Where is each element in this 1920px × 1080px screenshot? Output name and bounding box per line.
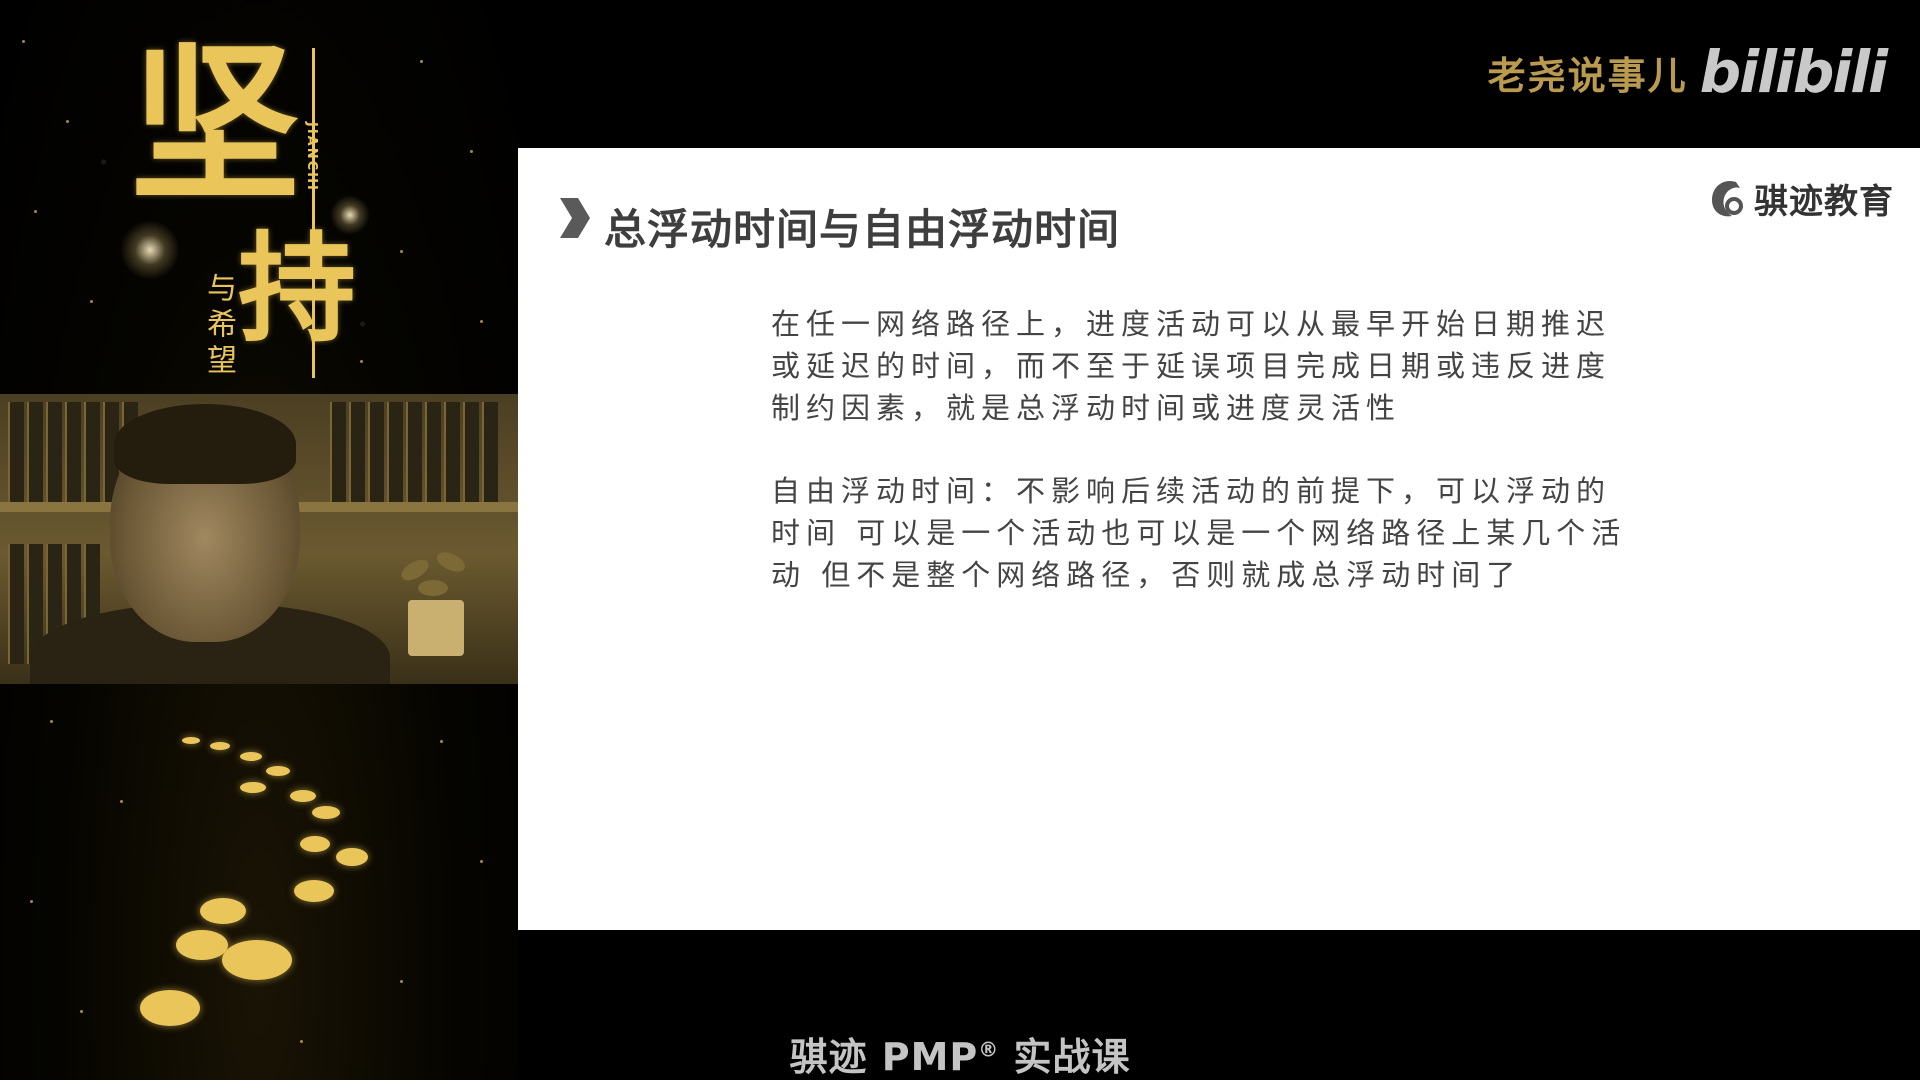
bookshelf	[330, 402, 498, 502]
poster-title-main: 坚	[130, 25, 301, 225]
plant-pot	[408, 600, 464, 656]
paragraph-line: 自由浮动时间：不影响后续活动的前提下，可以浮动的	[771, 474, 1612, 508]
paragraph-line: 或延迟的时间，而不至于延误项目完成日期或违反进度	[771, 349, 1612, 383]
definition-total-float: 在任一网络路径上，进度活动可以从最早开始日期推迟 或延迟的时间，而不至于延误项目…	[771, 303, 1641, 429]
course-caption: 骐迹 PMP® 实战课	[0, 1026, 1920, 1080]
light-glow	[330, 195, 370, 235]
chevron-right-icon	[560, 198, 590, 238]
presentation-slide: 总浮动时间与自由浮动时间 骐迹教育 在任一网络路径上，进度活动可以从最早开始日期…	[518, 148, 1920, 930]
paragraph-line: 动 但不是整个网络路径，否则就成总浮动时间了	[771, 558, 1522, 592]
poster-title-sub: 持	[238, 219, 357, 358]
slide-logo-text: 骐迹教育	[1754, 182, 1894, 222]
slide-logo: 骐迹教育	[1706, 174, 1894, 223]
definition-free-float: 自由浮动时间：不影响后续活动的前提下，可以浮动的 时间 可以是一个活动也可以是一…	[771, 470, 1641, 596]
poster-panel: 坚 JIANCHI 与希望 持	[0, 0, 518, 1080]
light-glow	[120, 220, 180, 280]
channel-brand: 老尧说事儿 bilibili	[1487, 38, 1888, 106]
paragraph-line: 时间 可以是一个活动也可以是一个网络路径上某几个活	[771, 516, 1627, 550]
presenter-hair	[114, 404, 296, 484]
paragraph-line: 在任一网络路径上，进度活动可以从最早开始日期推迟	[771, 307, 1612, 341]
plant-leaf	[418, 580, 448, 596]
slide-title: 总浮动时间与自由浮动时间	[604, 205, 1121, 254]
caption-suffix: 实战课	[999, 1035, 1131, 1079]
plant-leaf	[434, 548, 468, 576]
registered-mark: ®	[978, 1037, 1000, 1062]
poster-divider	[312, 48, 315, 378]
poster-pinyin: JIANCHI	[304, 122, 319, 192]
webcam-feed	[0, 394, 518, 684]
bilibili-logo: bilibili	[1699, 38, 1888, 106]
poster-title-small: 与希望	[201, 272, 236, 380]
channel-name: 老尧说事儿	[1487, 53, 1688, 98]
paragraph-line: 制约因素，就是总浮动时间或进度灵活性	[771, 391, 1402, 425]
qiji-logo-icon	[1712, 180, 1743, 216]
caption-text: 骐迹 PMP	[789, 1035, 979, 1079]
